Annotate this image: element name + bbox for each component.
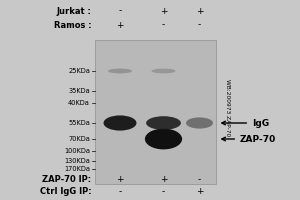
Text: 170KDa: 170KDa bbox=[64, 166, 90, 172]
Text: 55KDa: 55KDa bbox=[68, 120, 90, 126]
Ellipse shape bbox=[108, 69, 132, 73]
Text: +: + bbox=[160, 6, 167, 16]
Text: -: - bbox=[198, 21, 201, 29]
Text: +: + bbox=[116, 21, 124, 29]
Ellipse shape bbox=[146, 116, 181, 130]
Text: +: + bbox=[196, 188, 203, 196]
Text: IgG: IgG bbox=[222, 118, 269, 128]
Text: ZAP-70: ZAP-70 bbox=[222, 134, 276, 144]
Text: Ramos :: Ramos : bbox=[54, 21, 92, 29]
Ellipse shape bbox=[103, 115, 136, 131]
Text: WB:200973 ZAP-70: WB:200973 ZAP-70 bbox=[226, 79, 230, 137]
Text: 130KDa: 130KDa bbox=[64, 158, 90, 164]
Text: -: - bbox=[118, 188, 122, 196]
Text: +: + bbox=[196, 6, 203, 16]
Text: +: + bbox=[116, 176, 124, 184]
Text: -: - bbox=[118, 6, 122, 16]
Text: 25KDa: 25KDa bbox=[68, 68, 90, 74]
Text: ZAP-70 IP:: ZAP-70 IP: bbox=[42, 176, 92, 184]
Text: Jurkat :: Jurkat : bbox=[57, 6, 92, 16]
Text: -: - bbox=[198, 176, 201, 184]
Text: 35KDa: 35KDa bbox=[68, 88, 90, 94]
Ellipse shape bbox=[152, 69, 176, 73]
Ellipse shape bbox=[186, 117, 213, 129]
Text: 100KDa: 100KDa bbox=[64, 148, 90, 154]
Text: -: - bbox=[162, 188, 165, 196]
Text: -: - bbox=[162, 21, 165, 29]
Text: Ctrl IgG IP:: Ctrl IgG IP: bbox=[40, 188, 92, 196]
FancyBboxPatch shape bbox=[94, 40, 216, 184]
Ellipse shape bbox=[145, 129, 182, 149]
Text: 70KDa: 70KDa bbox=[68, 136, 90, 142]
Text: 40KDa: 40KDa bbox=[68, 100, 90, 106]
Text: +: + bbox=[160, 176, 167, 184]
